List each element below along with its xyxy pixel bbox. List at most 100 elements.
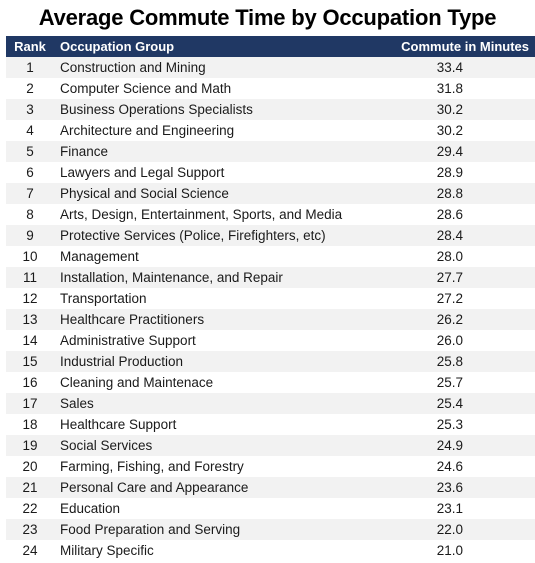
rank-cell: 7 (26, 186, 34, 201)
rank-cell: 2 (26, 81, 34, 96)
table-row: 24 Military Specific 21.0 (6, 540, 535, 561)
table-row: 22 Education 23.1 (6, 498, 535, 519)
minutes-cell: 25.4 (436, 396, 463, 411)
table-row: 11 Installation, Maintenance, and Repair 2… (6, 267, 535, 288)
minutes-cell: 26.2 (436, 312, 463, 327)
minutes-cell: 25.7 (436, 375, 463, 390)
rank-cell: 19 (22, 438, 38, 453)
table-row: 4 Architecture and Engineering 30.2 (6, 120, 535, 141)
table-row: 10 Management 28.0 (6, 246, 535, 267)
occupation-cell: Construction and Mining (60, 60, 206, 75)
minutes-cell: 22.0 (436, 522, 463, 537)
minutes-cell: 28.4 (436, 228, 463, 243)
rank-cell: 9 (26, 228, 34, 243)
table-row: 21 Personal Care and Appearance 23.6 (6, 477, 535, 498)
table-row: 5 Finance 29.4 (6, 141, 535, 162)
minutes-cell: 24.9 (436, 438, 463, 453)
table-body: 1 Construction and Mining 33.4 2 Computer Sc… (6, 57, 535, 561)
occupation-cell: Protective Services (Police, Firefighter… (60, 228, 326, 243)
table-row: 6 Lawyers and Legal Support 28.9 (6, 162, 535, 183)
occupation-cell: Sales (60, 396, 94, 411)
occupation-cell: Industrial Production (60, 354, 184, 369)
rank-cell: 10 (22, 249, 38, 264)
minutes-cell: 26.0 (436, 333, 463, 348)
minutes-cell: 25.8 (436, 354, 463, 369)
occupation-cell: Farming, Fishing, and Forestry (60, 459, 244, 474)
table-row: 13 Healthcare Practitioners 26.2 (6, 309, 535, 330)
table-row: 8 Arts, Design, Entertainment, Sports, an… (6, 204, 535, 225)
table-row: 3 Business Operations Specialists 30.2 (6, 99, 535, 120)
minutes-cell: 28.0 (436, 249, 463, 264)
minutes-cell: 30.2 (436, 123, 463, 138)
rank-cell: 18 (22, 417, 38, 432)
minutes-cell: 23.1 (436, 501, 463, 516)
table-row: 16 Cleaning and Maintenace 25.7 (6, 372, 535, 393)
occupation-cell: Physical and Social Science (60, 186, 229, 201)
table-row: 18 Healthcare Support 25.3 (6, 414, 535, 435)
rank-cell: 13 (22, 312, 38, 327)
occupation-cell: Installation, Maintenance, and Repair (60, 270, 283, 285)
minutes-cell: 28.8 (436, 186, 463, 201)
rank-cell: 16 (22, 375, 38, 390)
minutes-cell: 33.4 (436, 60, 463, 75)
table-row: 12 Transportation 27.2 (6, 288, 535, 309)
minutes-cell: 25.3 (436, 417, 463, 432)
minutes-cell: 27.7 (436, 270, 463, 285)
minutes-cell: 27.2 (436, 291, 463, 306)
occupation-cell: Healthcare Support (60, 417, 177, 432)
rank-cell: 3 (26, 102, 34, 117)
table-row: 17 Sales 25.4 (6, 393, 535, 414)
occupation-cell: Personal Care and Appearance (60, 480, 249, 495)
occupation-cell: Healthcare Practitioners (60, 312, 205, 327)
table-row: 2 Computer Science and Math 31.8 (6, 78, 535, 99)
rank-cell: 15 (22, 354, 38, 369)
minutes-cell: 28.9 (436, 165, 463, 180)
rank-cell: 5 (26, 144, 34, 159)
table-row: 14 Administrative Support 26.0 (6, 330, 535, 351)
rank-cell: 6 (26, 165, 34, 180)
minutes-cell: 29.4 (436, 144, 463, 159)
rank-cell: 12 (22, 291, 38, 306)
rank-cell: 8 (26, 207, 34, 222)
occupation-cell: Military Specific (60, 543, 154, 558)
minutes-cell: 30.2 (436, 102, 463, 117)
minutes-cell: 21.0 (436, 543, 463, 558)
occupation-cell: Transportation (60, 291, 147, 306)
table-row: 20 Farming, Fishing, and Forestry 24.6 (6, 456, 535, 477)
table-row: 1 Construction and Mining 33.4 (6, 57, 535, 78)
rank-cell: 14 (22, 333, 38, 348)
occupation-cell: Lawyers and Legal Support (60, 165, 225, 180)
rank-cell: 21 (22, 480, 38, 495)
occupation-cell: Social Services (60, 438, 153, 453)
table-row: 23 Food Preparation and Serving 22.0 (6, 519, 535, 540)
occupation-cell: Business Operations Specialists (60, 102, 253, 117)
occupation-cell: Finance (60, 144, 109, 159)
header-occupation: Occupation Group (60, 39, 175, 54)
header-rank: Rank (14, 39, 46, 54)
table-header-row: Rank Occupation Group Commute in Minutes (6, 36, 535, 57)
occupation-cell: Management (60, 249, 139, 264)
rank-cell: 4 (26, 123, 34, 138)
rank-cell: 24 (22, 543, 38, 558)
rank-cell: 17 (22, 396, 38, 411)
minutes-cell: 28.6 (436, 207, 463, 222)
minutes-cell: 23.6 (436, 480, 463, 495)
minutes-cell: 31.8 (436, 81, 463, 96)
occupation-cell: Computer Science and Math (60, 81, 232, 96)
commute-table: Rank Occupation Group Commute in Minutes… (6, 36, 535, 561)
occupation-cell: Education (60, 501, 121, 516)
table-row: 19 Social Services 24.9 (6, 435, 535, 456)
occupation-cell: Architecture and Engineering (60, 123, 235, 138)
occupation-cell: Administrative Support (60, 333, 196, 348)
occupation-cell: Arts, Design, Entertainment, Sports, and… (60, 207, 343, 222)
header-minutes: Commute in Minutes (401, 39, 529, 54)
chart-title: Average Commute Time by Occupation Type (38, 5, 497, 30)
occupation-cell: Cleaning and Maintenace (60, 375, 214, 390)
rank-cell: 11 (22, 270, 37, 285)
rank-cell: 20 (22, 459, 38, 474)
table-row: 15 Industrial Production 25.8 (6, 351, 535, 372)
rank-cell: 22 (22, 501, 38, 516)
occupation-cell: Food Preparation and Serving (60, 522, 241, 537)
rank-cell: 1 (26, 60, 34, 75)
table-row: 9 Protective Services (Police, Firefighte… (6, 225, 535, 246)
